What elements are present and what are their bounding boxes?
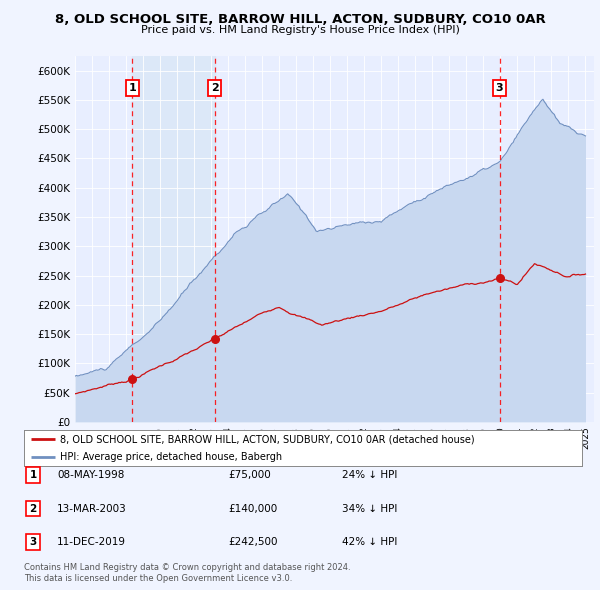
Text: 2: 2 <box>29 504 37 513</box>
Text: Contains HM Land Registry data © Crown copyright and database right 2024.: Contains HM Land Registry data © Crown c… <box>24 563 350 572</box>
Text: 1: 1 <box>128 83 136 93</box>
Text: 8, OLD SCHOOL SITE, BARROW HILL, ACTON, SUDBURY, CO10 0AR (detached house): 8, OLD SCHOOL SITE, BARROW HILL, ACTON, … <box>60 434 475 444</box>
Text: 1: 1 <box>29 470 37 480</box>
Text: 34% ↓ HPI: 34% ↓ HPI <box>342 504 397 513</box>
Text: £140,000: £140,000 <box>228 504 277 513</box>
Text: 8, OLD SCHOOL SITE, BARROW HILL, ACTON, SUDBURY, CO10 0AR: 8, OLD SCHOOL SITE, BARROW HILL, ACTON, … <box>55 13 545 26</box>
Text: HPI: Average price, detached house, Babergh: HPI: Average price, detached house, Babe… <box>60 453 283 463</box>
Text: 24% ↓ HPI: 24% ↓ HPI <box>342 470 397 480</box>
Bar <box>133 56 215 422</box>
Text: 08-MAY-1998: 08-MAY-1998 <box>57 470 124 480</box>
Text: This data is licensed under the Open Government Licence v3.0.: This data is licensed under the Open Gov… <box>24 574 292 583</box>
Text: Price paid vs. HM Land Registry's House Price Index (HPI): Price paid vs. HM Land Registry's House … <box>140 25 460 35</box>
Text: 13-MAR-2003: 13-MAR-2003 <box>57 504 127 513</box>
Text: 3: 3 <box>496 83 503 93</box>
Text: 11-DEC-2019: 11-DEC-2019 <box>57 537 126 547</box>
Text: 2: 2 <box>211 83 218 93</box>
Text: £242,500: £242,500 <box>228 537 277 547</box>
Text: 42% ↓ HPI: 42% ↓ HPI <box>342 537 397 547</box>
Text: 3: 3 <box>29 537 37 547</box>
Text: £75,000: £75,000 <box>228 470 271 480</box>
